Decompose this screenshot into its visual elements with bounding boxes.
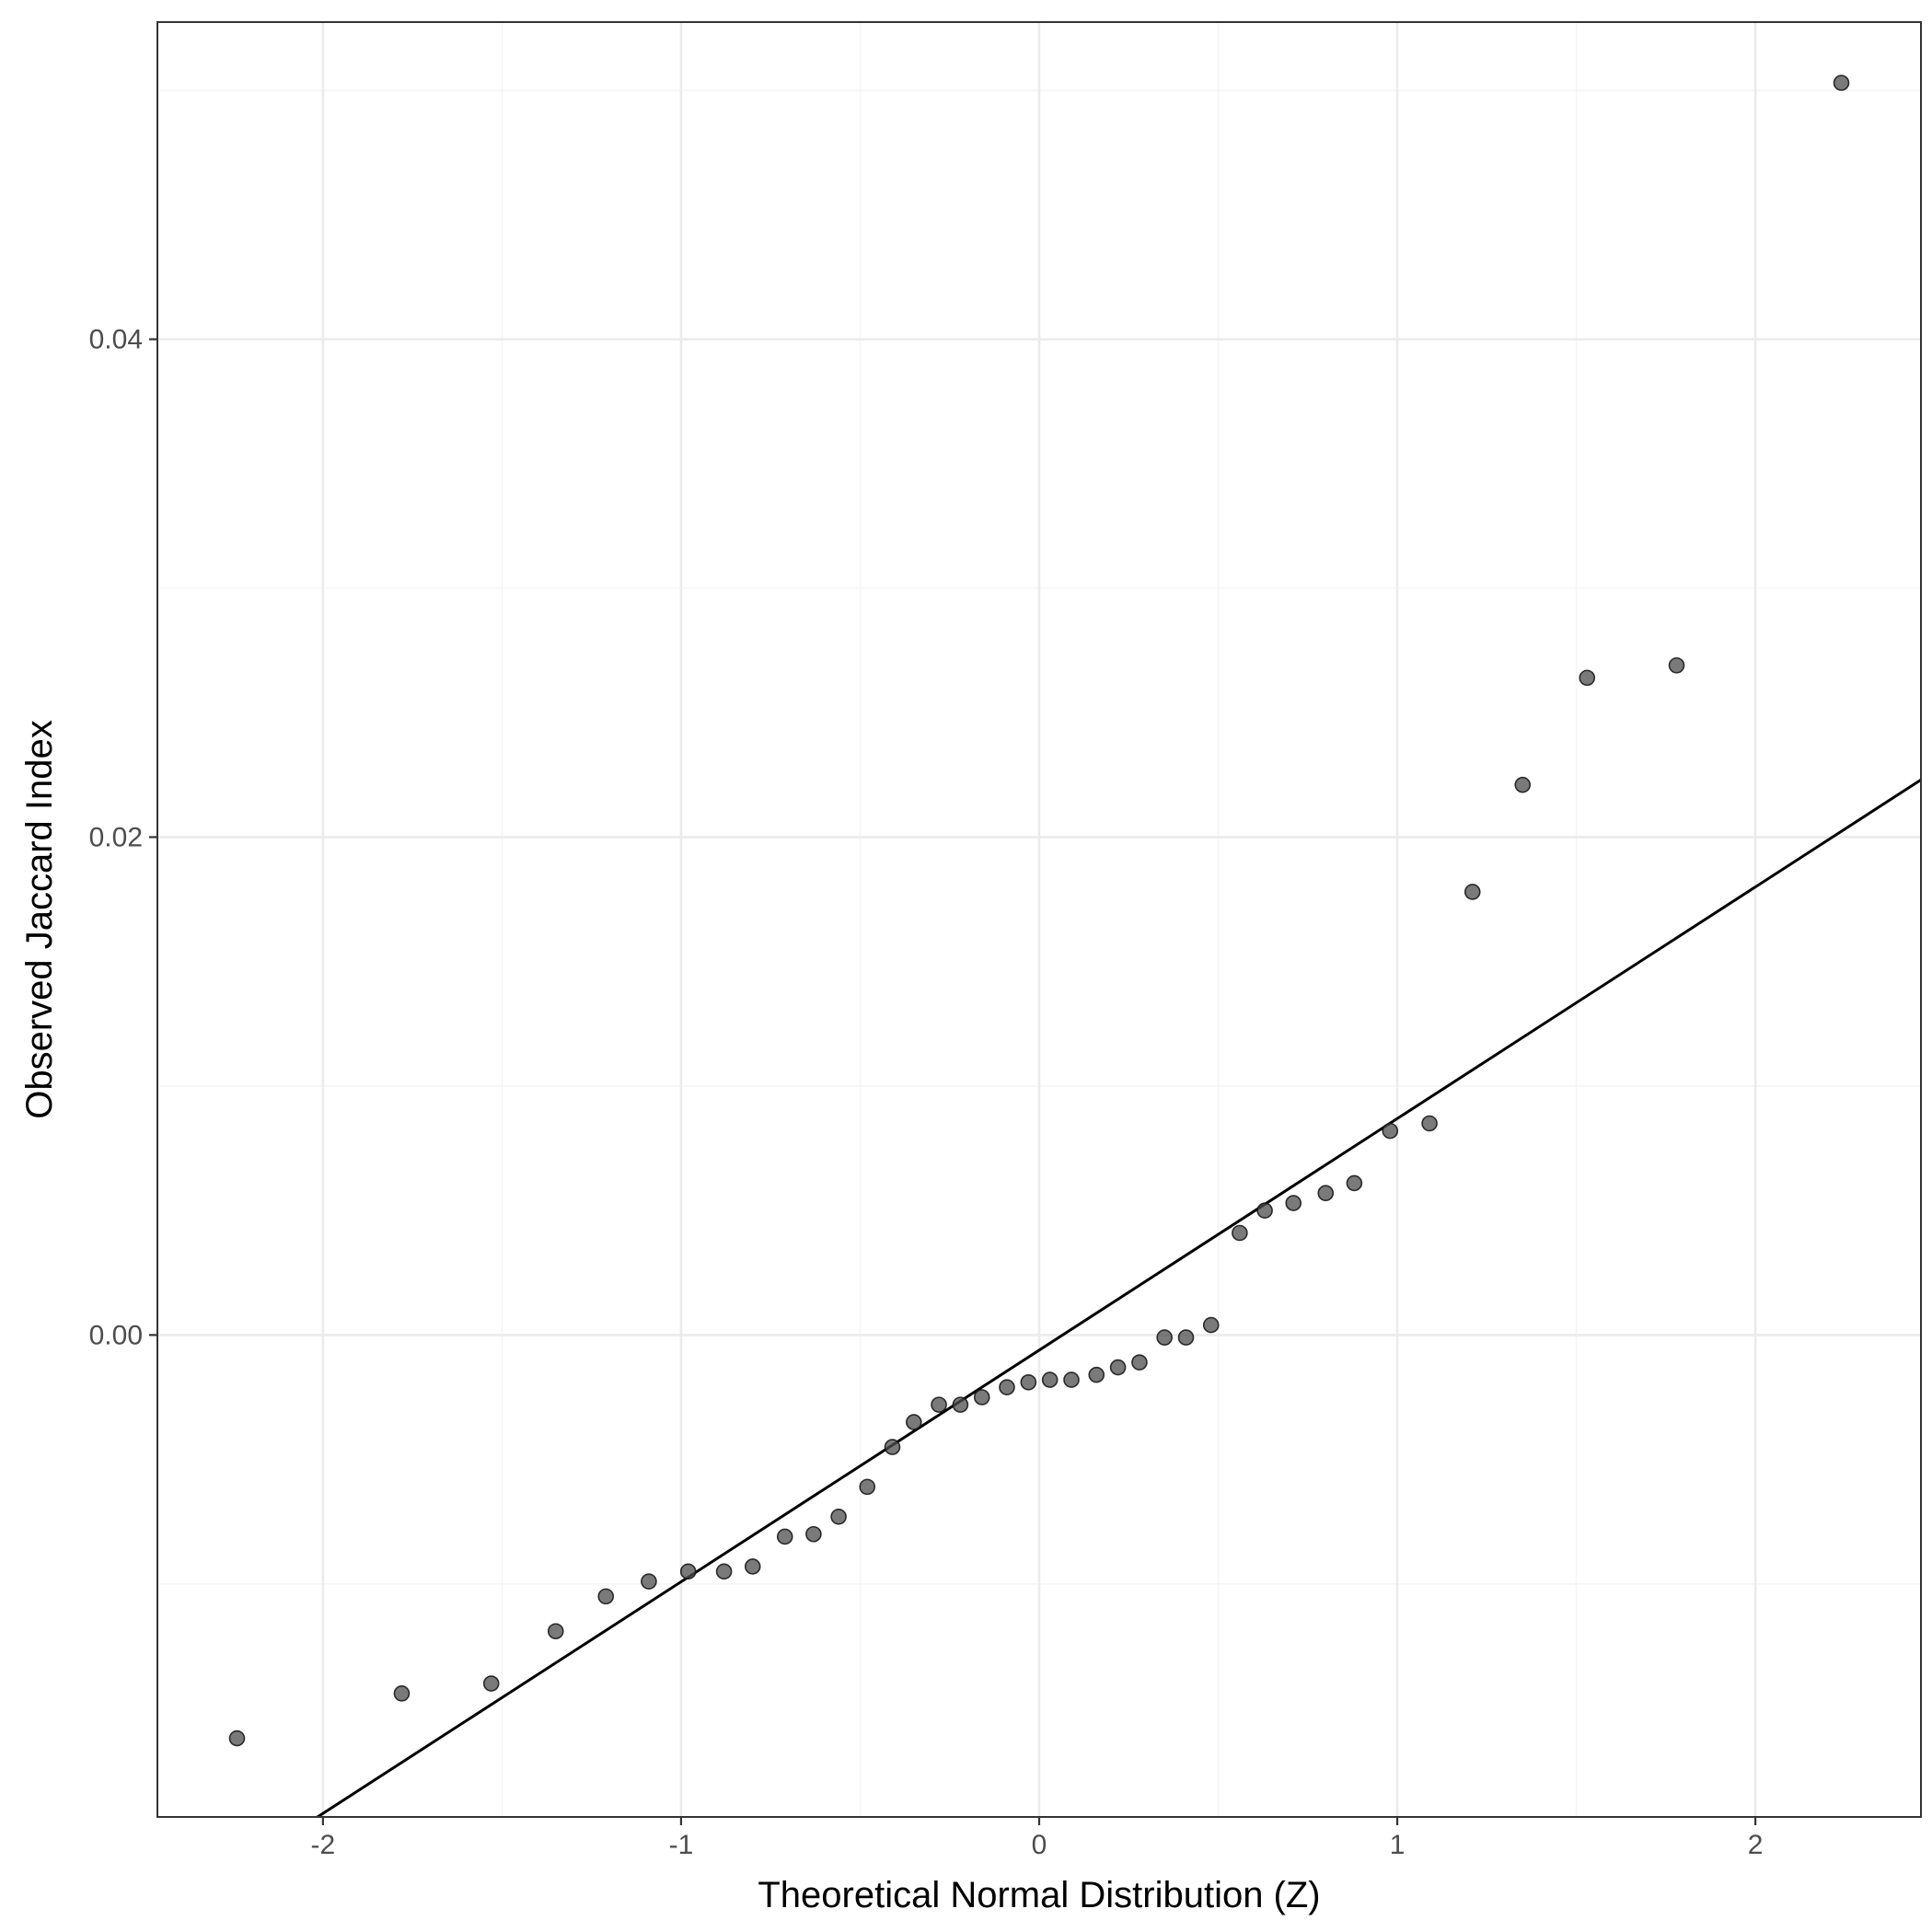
data-point [482,1675,500,1692]
data-point [1063,1371,1080,1388]
grid-major [157,22,1921,1817]
data-point [1463,884,1481,900]
data-point [715,1563,733,1580]
data-point [906,1414,922,1430]
data-point [973,1389,990,1406]
data-point [393,1685,411,1702]
x-tick-label: -1 [669,1830,694,1860]
x-tick-label: 1 [1390,1830,1406,1860]
x-tick-label: 2 [1748,1830,1764,1860]
data-point [805,1525,822,1543]
data-point [1177,1329,1195,1346]
reference-line [315,779,1921,1817]
y-tick-label: 0.00 [89,1320,143,1350]
data-point [1514,776,1532,793]
data-point [1202,1316,1220,1334]
data-point [1668,657,1685,674]
data-point [1088,1366,1105,1383]
data-point [952,1396,969,1413]
data-point [830,1509,847,1525]
data-point [1317,1185,1335,1202]
data-point [884,1439,901,1455]
data-point [679,1563,697,1580]
x-axis: -2 -1 0 1 2 [311,1817,1764,1860]
points-layer [228,75,1850,1747]
x-axis-title: Theoretical Normal Distribution (Z) [758,1875,1320,1915]
data-point [999,1379,1015,1395]
x-tick-label: 0 [1032,1830,1047,1860]
y-axis-title: Observed Jaccard Index [19,720,60,1119]
data-point [776,1528,793,1545]
x-tick-label: -2 [311,1830,336,1860]
data-point [1109,1359,1127,1376]
y-tick-label: 0.02 [89,822,143,852]
data-point [1156,1329,1173,1346]
data-point [1020,1373,1037,1391]
data-point [228,1730,246,1747]
data-point [641,1573,657,1590]
data-point [1382,1122,1399,1140]
data-point [1256,1202,1273,1219]
data-point [859,1478,876,1496]
data-point [744,1558,761,1575]
data-point [597,1588,615,1605]
data-point [1421,1115,1438,1132]
data-point [547,1623,564,1640]
data-point [1346,1174,1363,1192]
data-point [931,1396,947,1413]
data-point [1232,1224,1248,1242]
data-point [1833,75,1850,91]
reference-line-layer [315,779,1921,1817]
y-axis: 0.00 0.02 0.04 [89,325,157,1350]
data-point [1041,1371,1059,1388]
data-point [1579,669,1596,687]
y-tick-label: 0.04 [89,325,143,355]
data-point [1285,1195,1302,1211]
data-point [1131,1354,1148,1371]
